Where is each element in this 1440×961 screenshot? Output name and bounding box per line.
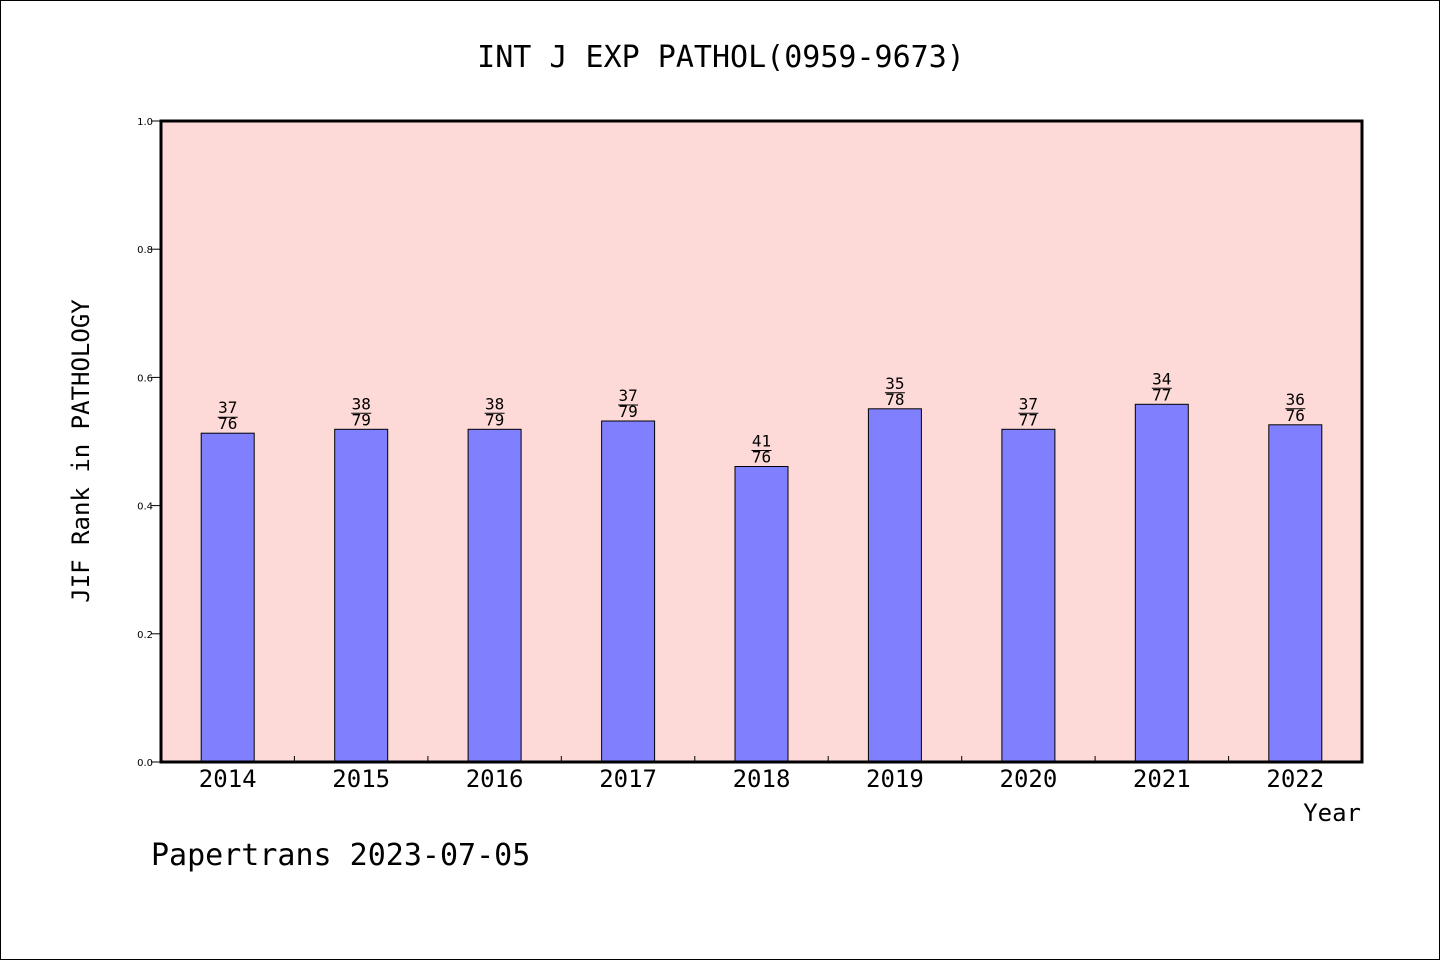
x-tick-label-2016: 2016 xyxy=(466,765,524,793)
bar-2017 xyxy=(601,420,656,763)
data-label-rank-2021: 34 xyxy=(1152,369,1171,388)
bar-2015 xyxy=(334,428,389,763)
data-label-total-2020: 77 xyxy=(1019,410,1038,429)
y-axis-label: JIF Rank in PATHOLOGY xyxy=(67,299,95,603)
data-label-total-2017: 79 xyxy=(618,402,637,421)
bar-2020 xyxy=(1001,428,1056,763)
y-tick-label: 0.0 xyxy=(137,758,153,769)
data-label-total-2019: 78 xyxy=(885,390,904,409)
axis-ticks: 2014 2015 2016 2017 2018 2019 2020 2021 2022 0.0 0… xyxy=(137,117,1324,793)
data-label-rank-2014: 37 xyxy=(218,398,237,417)
y-tick-label: 0.6 xyxy=(137,373,153,384)
data-label-total-2022: 76 xyxy=(1286,406,1305,425)
y-tick-label: 0.8 xyxy=(137,245,153,256)
data-label-rank-2016: 38 xyxy=(485,394,504,413)
y-tick-label: 0.2 xyxy=(137,630,153,641)
bar-2021 xyxy=(1134,403,1189,763)
chart-title: INT J EXP PATHOL(0959-9673) xyxy=(477,40,965,75)
x-tick-label-2019: 2019 xyxy=(866,765,924,793)
data-label-total-2018: 76 xyxy=(752,448,771,467)
data-label-total-2021: 77 xyxy=(1152,385,1171,404)
x-tick-label-2020: 2020 xyxy=(1000,765,1058,793)
data-label-rank-2019: 35 xyxy=(885,374,904,393)
bar-2014 xyxy=(200,432,255,763)
data-label-rank-2022: 36 xyxy=(1286,390,1305,409)
x-tick-label-2017: 2017 xyxy=(599,765,657,793)
plot-border xyxy=(159,119,1364,764)
y-tick-label: 1.0 xyxy=(137,117,153,128)
data-label-rank-2018: 41 xyxy=(752,432,771,451)
x-tick-label-2015: 2015 xyxy=(332,765,390,793)
bar-2016 xyxy=(467,428,522,763)
footer-source-date: Papertrans 2023-07-05 xyxy=(151,838,530,873)
data-label-total-2015: 79 xyxy=(352,410,371,429)
y-tick-label: 0.4 xyxy=(137,502,153,513)
x-tick-label-2018: 2018 xyxy=(733,765,791,793)
bar-2019 xyxy=(867,408,922,763)
x-tick-label-2021: 2021 xyxy=(1133,765,1191,793)
data-label-rank-2020: 37 xyxy=(1019,394,1038,413)
x-tick-label-2014: 2014 xyxy=(199,765,257,793)
data-label-rank-2017: 37 xyxy=(618,386,637,405)
x-tick-label-2022: 2022 xyxy=(1266,765,1324,793)
data-label-total-2014: 76 xyxy=(218,414,237,433)
data-label-total-2016: 79 xyxy=(485,410,504,429)
data-label-rank-2015: 38 xyxy=(352,394,371,413)
bar-2022 xyxy=(1268,424,1323,763)
bar-2018 xyxy=(734,466,789,763)
x-axis-label: Year xyxy=(1303,799,1361,827)
